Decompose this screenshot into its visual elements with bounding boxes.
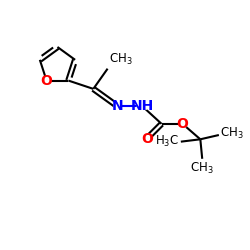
- Text: N: N: [111, 99, 123, 113]
- Text: O: O: [141, 132, 153, 145]
- Text: CH$_3$: CH$_3$: [110, 52, 133, 67]
- Text: NH: NH: [130, 99, 154, 113]
- FancyBboxPatch shape: [42, 77, 50, 84]
- FancyBboxPatch shape: [179, 120, 186, 128]
- FancyBboxPatch shape: [136, 102, 147, 110]
- Text: CH$_3$: CH$_3$: [220, 126, 244, 141]
- Text: O: O: [41, 74, 52, 88]
- Text: H$_3$C: H$_3$C: [155, 134, 180, 149]
- FancyBboxPatch shape: [143, 135, 151, 142]
- Text: O: O: [176, 117, 188, 131]
- Text: CH$_3$: CH$_3$: [190, 161, 214, 176]
- FancyBboxPatch shape: [113, 102, 121, 110]
